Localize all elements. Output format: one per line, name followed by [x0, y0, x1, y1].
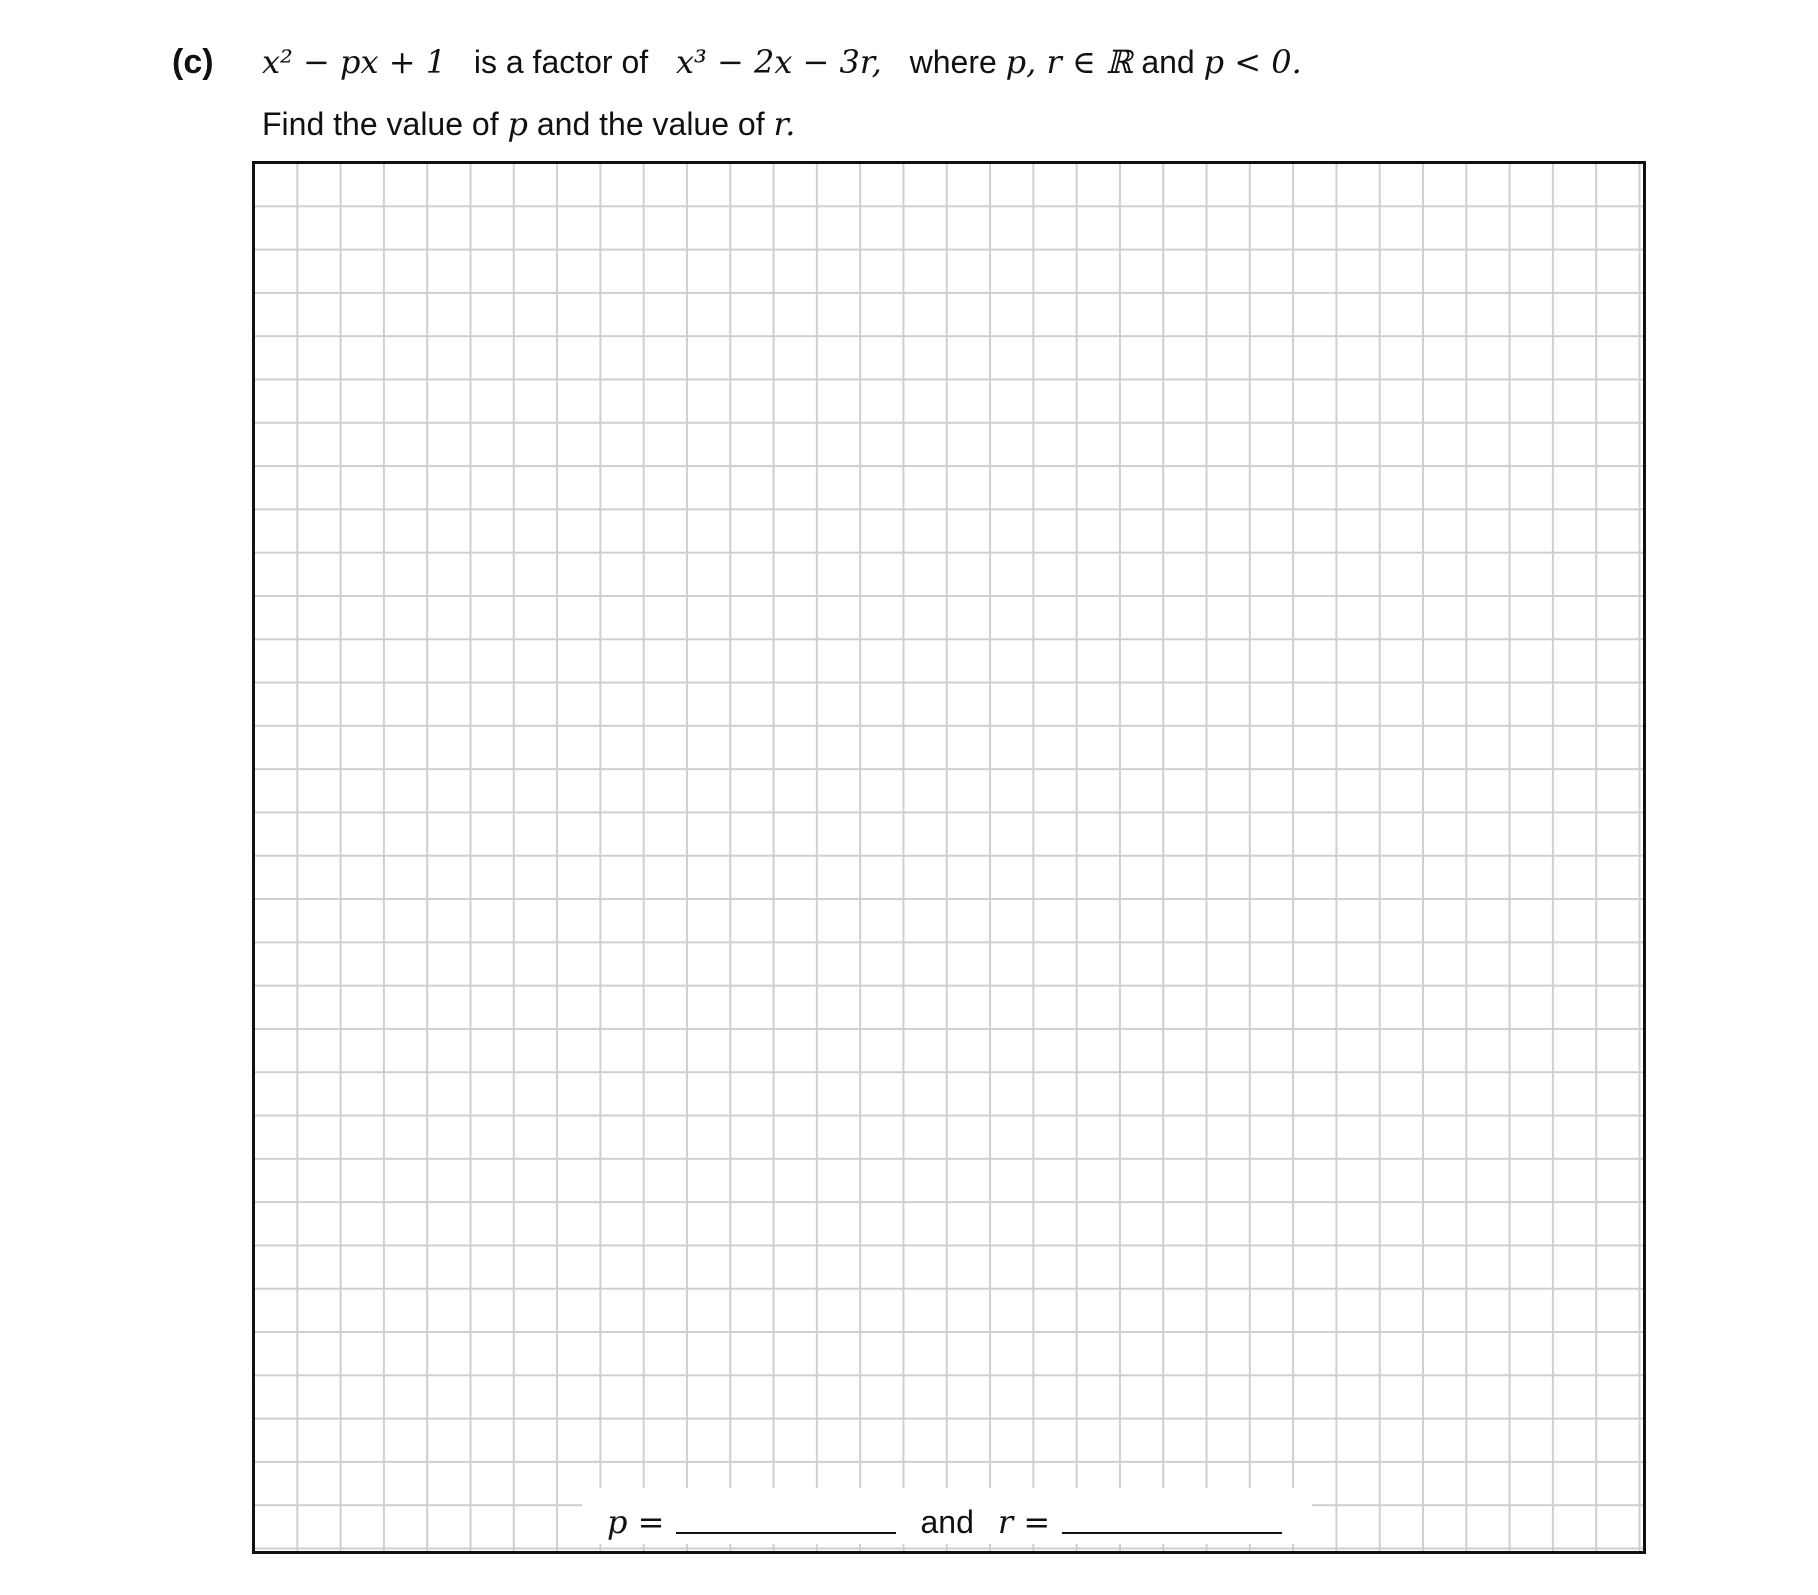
- and-text: and: [1141, 44, 1195, 80]
- is-factor-of-text: is a factor of: [473, 44, 649, 80]
- answer-line: p = and r =: [582, 1488, 1312, 1544]
- factor-expression: x² − px + 1: [262, 43, 447, 81]
- r-answer-label: r =: [997, 1503, 1051, 1541]
- answer-and-text: and: [920, 1504, 974, 1540]
- instruction-mid: and the value of: [536, 106, 765, 142]
- instruction-prefix: Find the value of: [262, 106, 499, 142]
- r-answer-blank[interactable]: [1062, 1502, 1283, 1534]
- where-text: where: [909, 44, 997, 80]
- instruction-var-p: p: [507, 105, 528, 143]
- question-statement: x² − px + 1 is a factor of x³ − 2x − 3r,…: [262, 38, 1302, 86]
- polynomial-expression: x³ − 2x − 3r,: [675, 43, 882, 81]
- p-answer-blank[interactable]: [676, 1502, 897, 1534]
- instruction-var-r: r.: [773, 105, 796, 143]
- instruction: Find the value of p and the value of r.: [262, 100, 795, 148]
- part-label: (c): [172, 43, 214, 81]
- variable-domain: p, r ∈ ℝ: [1005, 43, 1133, 81]
- answer-grid[interactable]: [252, 161, 1646, 1554]
- p-answer-label: p =: [607, 1503, 665, 1541]
- p-condition: p < 0.: [1203, 43, 1302, 81]
